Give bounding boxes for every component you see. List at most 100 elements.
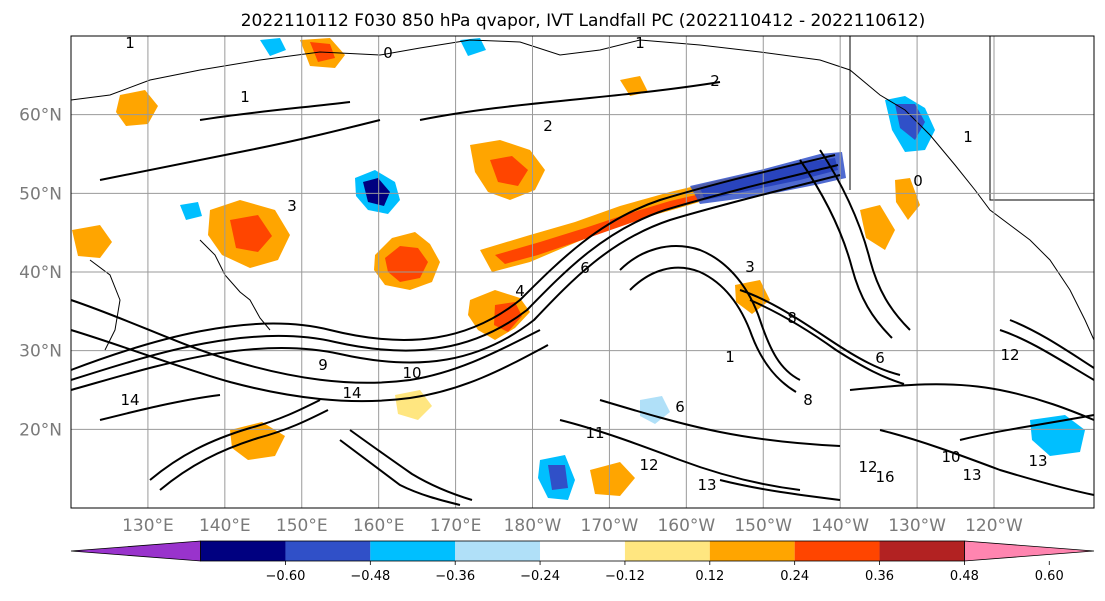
contour-value-label: 12 — [1000, 346, 1019, 364]
contour-value-label: 4 — [515, 282, 525, 300]
contour-value-label: 0 — [913, 172, 923, 190]
contour-line — [349, 429, 473, 501]
latitude-labels: 60°N 50°N 40°N 30°N 20°N — [19, 106, 62, 441]
colorbar-bin — [624, 541, 710, 561]
longitude-labels: 130°E 140°E 150°E 160°E 170°E 180°W 170°W 160°W… — [122, 516, 1023, 536]
contour-line — [739, 289, 901, 376]
positive-patch — [620, 76, 648, 96]
positive-patch — [230, 422, 285, 460]
negative-patch — [260, 38, 286, 56]
colorbar-tick-label: 0.24 — [780, 569, 809, 584]
colorbar: −0.60 −0.48 −0.36 −0.24 −0.12 0.12 0.24 0.36 0.4… — [70, 540, 1095, 584]
positive-patch — [895, 178, 920, 220]
contour-line — [99, 394, 221, 421]
latitude-label: 20°N — [19, 420, 62, 440]
longitude-label: 160°W — [657, 516, 715, 536]
positive-patch — [860, 205, 895, 250]
map-frame — [70, 35, 1095, 509]
colorbar-underflow-triangle — [70, 540, 202, 562]
latitude-label: 60°N — [19, 106, 62, 126]
colorbar-bin — [370, 541, 456, 561]
colorbar-tick-label: 0.12 — [695, 569, 724, 584]
contour-line — [99, 119, 381, 181]
colorbar-bin — [200, 541, 286, 561]
colorbar-bin — [794, 541, 880, 561]
colorbar-tick-label: −0.48 — [350, 569, 390, 584]
positive-patch-core — [385, 246, 428, 282]
negative-patch — [1030, 415, 1085, 456]
contour-value-label: 6 — [875, 349, 885, 367]
contour-line — [819, 149, 911, 331]
colorbar-tick-label: 0.48 — [950, 569, 979, 584]
contour-line — [199, 101, 351, 121]
contour-line — [419, 81, 721, 121]
contour-value-label: 3 — [287, 197, 297, 215]
contour-line — [599, 399, 841, 447]
contour-value-label: 13 — [1028, 452, 1047, 470]
colorbar-overflow-triangle — [964, 540, 1095, 562]
contour-value-label: 1 — [725, 348, 735, 366]
contour-line — [159, 409, 329, 491]
contour-line — [799, 159, 893, 339]
qvapor-anomaly-field — [72, 38, 1085, 500]
ivt-contours — [70, 81, 1095, 506]
colorbar-frame — [200, 540, 965, 562]
colorbar-tick-label: −0.12 — [605, 569, 645, 584]
contour-value-label: 0 — [383, 44, 393, 62]
negative-patch-core — [363, 178, 390, 206]
contour-line — [1009, 319, 1095, 369]
longitude-label: 140°E — [199, 516, 251, 536]
contour-value-label: 6 — [580, 259, 590, 277]
colorbar-tick-label: 0.36 — [865, 569, 894, 584]
coastline-asia — [89, 259, 121, 351]
contour-value-label: 8 — [787, 309, 797, 327]
contour-value-label: 1 — [240, 88, 250, 106]
latitude-label: 50°N — [19, 184, 62, 204]
colorbar-bin — [540, 541, 625, 561]
contour-value-label: 11 — [585, 424, 604, 442]
contour-line — [629, 266, 797, 393]
positive-patch — [590, 462, 635, 496]
contour-value-label: 12 — [858, 458, 877, 476]
coastline-north — [70, 39, 1095, 341]
colorbar-tick-label: −0.24 — [520, 569, 560, 584]
colorbar-bin — [879, 541, 965, 561]
contour-value-label: 2 — [543, 117, 553, 135]
contour-line — [339, 439, 461, 506]
contour-value-label: 1 — [963, 128, 973, 146]
colorbar-bins — [70, 540, 1095, 562]
contour-line — [999, 329, 1095, 381]
contour-value-label: 10 — [402, 364, 421, 382]
positive-patch-core — [494, 302, 522, 332]
contour-value-label: 2 — [710, 72, 720, 90]
contour-value-label: 6 — [675, 398, 685, 416]
colorbar-bin — [285, 541, 371, 561]
colorbar-bin — [709, 541, 795, 561]
contour-value-label: 14 — [120, 391, 139, 409]
negative-patch-core — [548, 465, 568, 490]
contour-line — [849, 383, 1095, 421]
longitude-label: 120°W — [965, 516, 1023, 536]
contour-value-label: 1 — [125, 34, 135, 52]
longitude-label: 140°W — [811, 516, 869, 536]
contour-value-label: 13 — [962, 466, 981, 484]
negative-anomaly-band — [690, 152, 846, 204]
latitude-label: 30°N — [19, 342, 62, 362]
colorbar-tick-label: 0.60 — [1035, 569, 1064, 584]
contour-line — [70, 299, 541, 384]
contour-value-label: 10 — [941, 448, 960, 466]
contour-line — [149, 399, 321, 481]
coastlines — [70, 36, 1095, 351]
longitude-label: 150°W — [734, 516, 792, 536]
contour-line — [619, 245, 801, 381]
coastline-japan — [199, 239, 271, 331]
contour-value-label: 13 — [697, 476, 716, 494]
contour-line — [70, 329, 549, 403]
colorbar-ticks — [285, 561, 1050, 565]
contour-value-label: 3 — [745, 258, 755, 276]
contour-value-label: 14 — [342, 384, 361, 402]
contour-line — [959, 414, 1095, 441]
